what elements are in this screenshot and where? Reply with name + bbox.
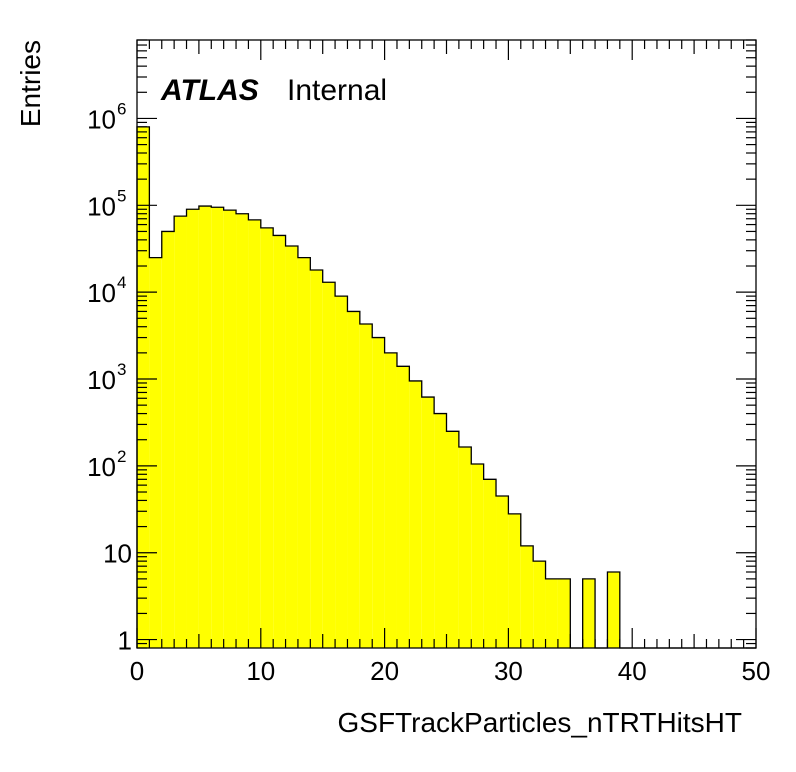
histogram-bar <box>359 323 373 648</box>
x-axis-title: GSFTrackParticles_nTRTHitsHT <box>338 707 743 738</box>
axis-ticks <box>136 39 757 649</box>
histogram-bar <box>322 282 336 648</box>
x-tick-label: 10 <box>246 656 275 686</box>
y-tick-label: 10 <box>87 278 116 308</box>
histogram-bar <box>260 227 274 648</box>
histogram-bar <box>557 578 571 648</box>
x-tick-label: 20 <box>370 656 399 686</box>
histogram-bar <box>471 464 484 648</box>
histogram-bar <box>223 210 237 649</box>
x-tick-labels: 0 10 20 30 40 50 <box>130 656 771 686</box>
histogram-bar <box>508 513 521 648</box>
histogram-bar <box>372 337 385 648</box>
x-tick-label: 50 <box>742 656 771 686</box>
histogram-bar <box>545 578 558 648</box>
y-tick-label: 10 <box>87 452 116 482</box>
histogram-bar <box>174 216 187 648</box>
histogram-bar <box>285 245 298 648</box>
histogram-bar <box>458 446 472 648</box>
x-tick-label: 40 <box>618 656 647 686</box>
histogram-bar <box>446 431 459 648</box>
y-tick-label-exponent: 5 <box>117 186 126 205</box>
y-tick-label-exponent: 2 <box>117 447 126 466</box>
histogram-bar <box>434 413 447 648</box>
histogram-bar <box>335 296 348 648</box>
y-tick-label: 10 <box>87 191 116 221</box>
y-axis-title: Entries <box>15 40 46 127</box>
internal-label: Internal <box>287 74 387 107</box>
histogram-bar <box>161 231 175 649</box>
histogram-bar <box>149 257 162 648</box>
histogram-bar <box>211 207 224 649</box>
histogram-bar <box>607 571 620 648</box>
histogram-bar <box>496 495 509 648</box>
histogram-bar <box>248 219 261 648</box>
histogram-bars <box>137 126 620 649</box>
y-tick-label-exponent: 3 <box>117 360 126 379</box>
histogram-bar <box>421 397 435 648</box>
y-tick-label: 10 <box>87 365 116 395</box>
histogram-bar <box>582 578 596 648</box>
y-tick-label: 10 <box>87 104 116 134</box>
x-tick-label: 30 <box>494 656 523 686</box>
atlas-label: ATLAS <box>160 74 259 107</box>
x-tick-label: 0 <box>130 656 144 686</box>
histogram-bar <box>483 479 497 648</box>
histogram-bar <box>198 206 212 649</box>
y-tick-label: 10 <box>103 539 132 569</box>
y-tick-label: 1 <box>118 626 132 656</box>
histogram-bar <box>186 209 199 649</box>
histogram-bar <box>236 213 249 648</box>
histogram-bar <box>396 366 410 648</box>
y-tick-label-exponent: 4 <box>117 273 126 292</box>
histogram-bar <box>310 269 323 648</box>
histogram-bar <box>297 257 311 648</box>
histogram-bar <box>347 311 360 648</box>
histogram-bar <box>533 561 546 648</box>
histogram-bar <box>384 352 397 648</box>
y-tick-label-exponent: 6 <box>117 99 126 118</box>
histogram-bar <box>273 235 286 649</box>
histogram-bar <box>520 545 534 648</box>
histogram-bar <box>409 380 422 648</box>
